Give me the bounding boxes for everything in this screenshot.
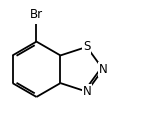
Text: N: N [82, 85, 91, 98]
Text: Br: Br [30, 9, 43, 21]
Text: S: S [83, 40, 90, 53]
Text: N: N [99, 63, 107, 76]
